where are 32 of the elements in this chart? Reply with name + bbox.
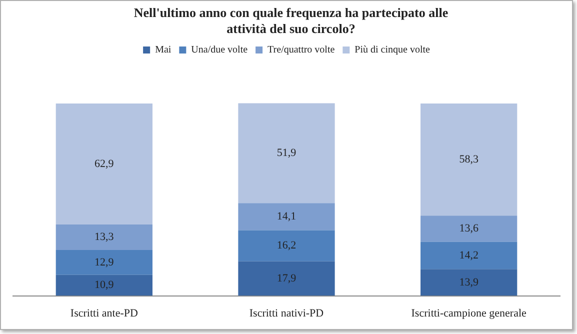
- bar: [238, 230, 335, 262]
- bar: [238, 261, 335, 296]
- data-label: 51,9: [276, 147, 297, 160]
- data-label: 13,6: [459, 222, 479, 235]
- bar: [56, 274, 152, 296]
- x-tick-label: Iscritti ante-PD: [70, 307, 138, 320]
- bar: [420, 103, 518, 216]
- bar: [56, 224, 152, 250]
- bar: [56, 250, 152, 275]
- data-label: 10,9: [94, 279, 114, 292]
- data-label: 13,3: [94, 231, 114, 244]
- data-label: 13,9: [459, 276, 479, 288]
- bar: [420, 269, 518, 296]
- bar: [420, 216, 518, 242]
- data-label: 62,9: [94, 158, 114, 170]
- x-tick-label: Iscritti nativi-PD: [249, 307, 324, 320]
- data-label: 17,9: [276, 272, 297, 284]
- data-label: 58,3: [459, 153, 479, 166]
- data-label: 14,1: [276, 210, 296, 223]
- data-label: 16,2: [276, 240, 296, 252]
- bar: [238, 103, 335, 204]
- chart-title: Nell'ultimo anno con quale frequenza ha partecipato alle attività del suo circolo?: [132, 5, 450, 37]
- x-tick-label: Iscritti-campione generale: [411, 307, 527, 320]
- legend-label: Tre/quattro volte: [268, 44, 336, 56]
- bar: [238, 203, 335, 230]
- data-label: 14,2: [459, 249, 478, 262]
- legend-label: Una/due volte: [191, 44, 248, 56]
- legend-label: Più di cinque volte: [354, 44, 430, 56]
- bar: [56, 103, 152, 224]
- bar: [420, 242, 518, 270]
- data-label: 12,9: [94, 256, 114, 268]
- legend-label: Mai: [155, 44, 172, 56]
